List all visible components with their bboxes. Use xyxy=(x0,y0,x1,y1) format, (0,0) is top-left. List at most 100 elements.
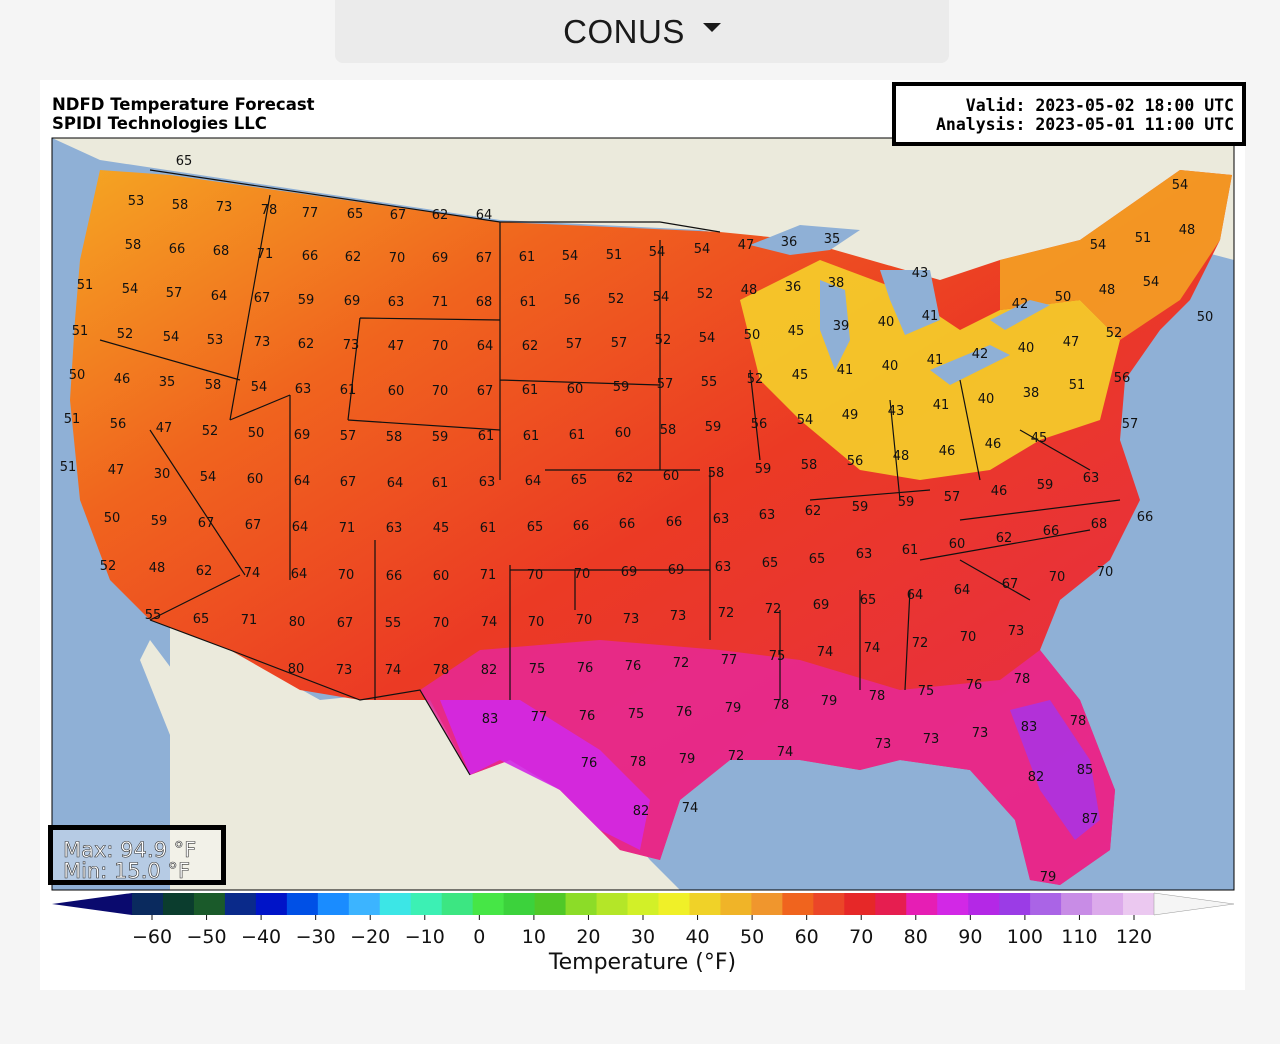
colorbar-segment xyxy=(1061,893,1093,915)
temperature-label: 59 xyxy=(613,380,630,395)
colorbar-tick-label: 120 xyxy=(1116,926,1152,948)
temperature-label: 58 xyxy=(801,458,818,473)
temperature-label: 54 xyxy=(251,380,268,395)
temperature-label: 46 xyxy=(985,437,1002,452)
canada-land xyxy=(52,138,1234,320)
colorbar-segment xyxy=(441,893,474,915)
colorbar-segment xyxy=(224,893,257,915)
temperature-label: 74 xyxy=(385,663,402,678)
colorbar-title: Temperature (°F) xyxy=(548,950,737,975)
temperature-label: 66 xyxy=(666,515,683,530)
temperature-label: 48 xyxy=(741,283,758,298)
colorbar-segment xyxy=(782,893,814,915)
temperature-label: 59 xyxy=(755,462,772,477)
temperature-label: 63 xyxy=(388,295,405,310)
temperature-label: 54 xyxy=(1172,178,1189,193)
temperature-label: 40 xyxy=(882,359,899,374)
temperature-label: 52 xyxy=(608,292,625,307)
temperature-label: 60 xyxy=(433,569,450,584)
colorbar-segment xyxy=(999,893,1031,915)
colorbar-segment xyxy=(255,893,288,915)
temperature-label: 78 xyxy=(630,755,647,770)
temperature-label: 63 xyxy=(1083,471,1100,486)
temperature-label: 51 xyxy=(72,324,89,339)
temperature-label: 51 xyxy=(60,460,77,475)
temperature-label: 66 xyxy=(573,519,590,534)
temperature-label: 67 xyxy=(337,616,354,631)
temperature-label: 65 xyxy=(176,154,193,169)
temperature-label: 73 xyxy=(254,335,271,350)
temperature-label: 50 xyxy=(1197,310,1214,325)
colorbar-segment xyxy=(627,893,659,915)
temperature-label: 85 xyxy=(1077,763,1094,778)
temperature-label: 60 xyxy=(663,469,680,484)
temperature-label: 82 xyxy=(481,663,498,678)
colorbar-tick-label: 50 xyxy=(740,926,764,948)
temperature-label: 60 xyxy=(388,384,405,399)
max-min-box: Max: 94.9 °F Min: 15.0 °F xyxy=(48,825,226,885)
temperature-label: 73 xyxy=(972,726,989,741)
region-selector-dropdown[interactable]: CONUS xyxy=(335,0,949,63)
colorbar-tick-label: 100 xyxy=(1007,926,1043,948)
temperature-label: 71 xyxy=(339,521,356,536)
temperature-label: 75 xyxy=(628,707,645,722)
valid-time: Valid: 2023-05-02 18:00 UTC xyxy=(965,96,1234,115)
temperature-label: 70 xyxy=(432,384,449,399)
temperature-label: 61 xyxy=(520,295,537,310)
temperature-label: 60 xyxy=(615,426,632,441)
temperature-label: 59 xyxy=(298,293,315,308)
temperature-label: 45 xyxy=(433,521,450,536)
temperature-label: 73 xyxy=(875,737,892,752)
temperature-label: 54 xyxy=(797,413,814,428)
temperature-label: 69 xyxy=(621,565,638,580)
temperature-label: 68 xyxy=(476,295,493,310)
temperature-label: 50 xyxy=(104,511,121,526)
analysis-time: Analysis: 2023-05-01 11:00 UTC xyxy=(935,115,1234,134)
colorbar-segment xyxy=(689,893,721,915)
colorbar-segment xyxy=(503,893,536,915)
colorbar-tick-label: 90 xyxy=(958,926,982,948)
baja-land xyxy=(140,640,280,890)
colorbar-tick-label: 60 xyxy=(795,926,819,948)
temperature-label: 79 xyxy=(821,694,838,709)
temperature-label: 46 xyxy=(114,372,131,387)
temperature-label: 69 xyxy=(668,563,685,578)
temperature-label: 61 xyxy=(340,383,357,398)
temperature-label: 76 xyxy=(581,756,598,771)
colorbar-tick-label: 0 xyxy=(473,926,485,948)
temperature-label: 67 xyxy=(340,475,357,490)
temperature-label: 64 xyxy=(291,567,308,582)
temperature-label: 75 xyxy=(529,662,546,677)
temperature-label: 72 xyxy=(765,602,782,617)
temperature-label: 36 xyxy=(785,280,802,295)
temperature-label: 62 xyxy=(805,504,822,519)
colorbar-tick-label: 80 xyxy=(904,926,928,948)
colorbar-under-arrow xyxy=(52,893,132,915)
colorbar-segment xyxy=(348,893,381,915)
temperature-label: 54 xyxy=(200,470,217,485)
temperature-label: 75 xyxy=(769,649,786,664)
temperature-label: 77 xyxy=(302,206,319,221)
colorbar-segment xyxy=(472,893,505,915)
temperature-label: 57 xyxy=(340,429,357,444)
temperature-label: 74 xyxy=(244,566,261,581)
temperature-label: 47 xyxy=(1063,335,1080,350)
temperature-label: 49 xyxy=(842,408,859,423)
temperature-label: 64 xyxy=(954,583,971,598)
temperature-label: 66 xyxy=(386,569,403,584)
colorbar-tick-label: −20 xyxy=(350,926,390,948)
temperature-label: 51 xyxy=(606,248,623,263)
temperature-label: 60 xyxy=(247,472,264,487)
temperature-label: 58 xyxy=(205,378,222,393)
temperature-label: 57 xyxy=(1122,417,1139,432)
temperature-label: 43 xyxy=(888,404,905,419)
temperature-label: 62 xyxy=(345,250,362,265)
temperature-label: 62 xyxy=(996,531,1013,546)
valid-time-box: Valid: 2023-05-02 18:00 UTC Analysis: 20… xyxy=(892,82,1246,146)
temperature-label: 80 xyxy=(289,615,306,630)
temperature-label: 50 xyxy=(744,328,761,343)
temperature-label: 47 xyxy=(738,238,755,253)
temperature-label: 78 xyxy=(261,203,278,218)
temperature-label: 63 xyxy=(295,382,312,397)
temperature-label: 61 xyxy=(902,543,919,558)
